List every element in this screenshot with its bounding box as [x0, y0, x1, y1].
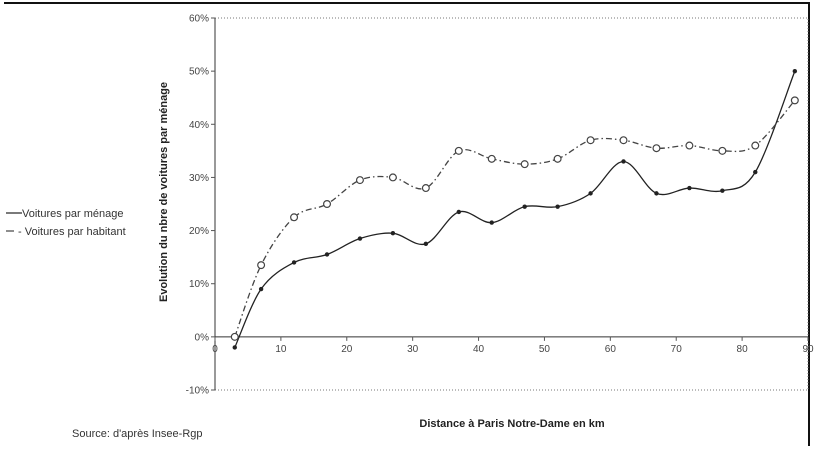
data-point-voitures-par-habitant	[752, 142, 759, 149]
data-point-voitures-par-habitant	[455, 147, 462, 154]
series-line-voitures-par-menage	[235, 71, 795, 347]
x-tick-label: 10	[275, 344, 287, 355]
data-point-voitures-par-menage	[325, 252, 329, 256]
data-point-voitures-par-menage	[522, 204, 526, 208]
series-layer	[231, 69, 798, 350]
data-point-voitures-par-habitant	[422, 185, 429, 192]
series-line-voitures-par-habitant	[235, 100, 795, 336]
source-note: Source: d'après Insee-Rgp	[72, 428, 203, 440]
x-tick-label: 80	[737, 344, 749, 355]
y-tick-label: 20%	[189, 226, 209, 237]
data-point-voitures-par-menage	[358, 236, 362, 240]
data-point-voitures-par-habitant	[291, 214, 298, 221]
y-tick-labels: -10% 0% 10% 20% 30% 40% 50% 60%	[186, 14, 215, 397]
data-point-voitures-par-menage	[687, 186, 691, 190]
x-tick-label: 90	[802, 344, 814, 355]
data-point-voitures-par-menage	[391, 231, 395, 235]
data-point-voitures-par-habitant	[488, 155, 495, 162]
data-point-voitures-par-habitant	[554, 155, 561, 162]
data-point-voitures-par-habitant	[719, 147, 726, 154]
x-tick-label: 0	[212, 344, 218, 355]
y-tick-label: 60%	[189, 14, 209, 25]
data-point-voitures-par-menage	[292, 260, 296, 264]
data-point-voitures-par-habitant	[521, 161, 528, 168]
x-tick-label: 70	[671, 344, 683, 355]
x-tick-label: 20	[341, 344, 353, 355]
data-point-voitures-par-menage	[793, 69, 797, 73]
data-point-voitures-par-menage	[720, 189, 724, 193]
legend-label-voitures-par-habitant: - Voitures par habitant	[18, 226, 126, 238]
data-point-voitures-par-habitant	[620, 137, 627, 144]
data-point-voitures-par-habitant	[357, 177, 364, 184]
series-voitures-par-habitant	[231, 97, 798, 340]
data-point-voitures-par-menage	[753, 170, 757, 174]
y-tick-label: 30%	[189, 173, 209, 184]
data-point-voitures-par-menage	[555, 204, 559, 208]
x-tick-label: 50	[539, 344, 551, 355]
y-tick-label: 0%	[195, 332, 210, 343]
x-tick-labels: 0 10 20 30 40 50 60 70 80 90	[212, 337, 814, 355]
x-tick-label: 40	[473, 344, 485, 355]
legend-label-voitures-par-menage: Voitures par ménage	[22, 208, 124, 220]
data-point-voitures-par-menage	[457, 210, 461, 214]
data-point-voitures-par-menage	[490, 220, 494, 224]
data-point-voitures-par-habitant	[258, 262, 265, 269]
data-point-voitures-par-habitant	[231, 333, 238, 340]
data-point-voitures-par-habitant	[324, 201, 331, 208]
series-voitures-par-menage	[233, 69, 797, 350]
data-point-voitures-par-habitant	[390, 174, 397, 181]
y-tick-label: 50%	[189, 67, 209, 78]
y-axis-title: Evolution du nbre de voitures par ménage	[158, 82, 170, 302]
data-point-voitures-par-menage	[588, 191, 592, 195]
data-point-voitures-par-menage	[654, 191, 658, 195]
plot-area	[215, 18, 808, 390]
plot-border	[215, 18, 808, 390]
x-axis-title: Distance à Paris Notre-Dame en km	[419, 418, 604, 430]
data-point-voitures-par-habitant	[587, 137, 594, 144]
data-point-voitures-par-habitant	[653, 145, 660, 152]
data-point-voitures-par-menage	[233, 345, 237, 349]
y-tick-label: 40%	[189, 120, 209, 131]
data-point-voitures-par-menage	[424, 242, 428, 246]
y-tick-label: -10%	[186, 386, 209, 397]
data-point-voitures-par-habitant	[686, 142, 693, 149]
data-point-voitures-par-menage	[621, 159, 625, 163]
x-tick-label: 30	[407, 344, 419, 355]
x-tick-label: 60	[605, 344, 617, 355]
data-point-voitures-par-habitant	[791, 97, 798, 104]
y-tick-label: 10%	[189, 279, 209, 290]
legend: Voitures par ménage - Voitures par habit…	[6, 208, 126, 238]
data-point-voitures-par-menage	[259, 287, 263, 291]
